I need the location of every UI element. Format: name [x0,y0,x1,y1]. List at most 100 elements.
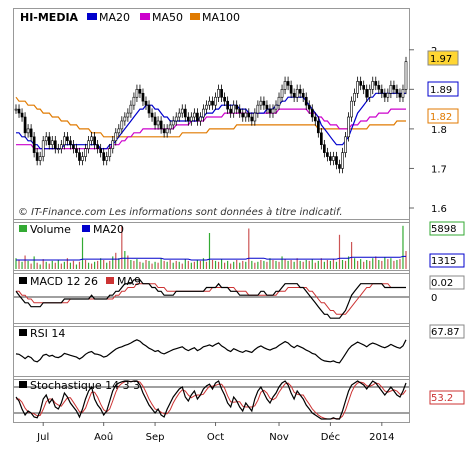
candle-body [193,112,196,118]
candle-body [38,156,42,161]
price-panel-border [13,8,410,220]
ma100-legend-label: MA100 [202,11,240,24]
candle-body [162,128,166,134]
candle-body [371,81,375,90]
candle-body [217,89,220,98]
candle-body [150,112,154,118]
candle-body [362,85,366,90]
candle-body [96,144,99,149]
price-panel: 21.91.81.71.6 HI-MEDIA MA20 MA50 MA100 ©… [13,8,459,220]
candle-body [32,136,36,153]
candle-body [180,108,184,114]
x-tick-label: Sep [146,432,165,443]
candle-body [202,108,205,118]
candle-body [235,104,239,110]
price-grid [409,49,414,209]
candle-body [271,108,275,114]
candle-body [313,116,317,122]
macd-legend-label: MACD 12 26 [30,275,98,288]
macd-signal-legend-label: MA9 [117,275,141,288]
x-tick-label: Oct [207,432,224,443]
stochastic-panel-border [13,379,410,423]
candle-body [153,116,157,126]
ma20-line [16,92,406,150]
candle-body [90,136,93,142]
candle-body [229,108,233,114]
candle-body [183,108,187,118]
candle-body [223,96,226,102]
ma50-path [16,108,406,150]
candle-body [159,120,163,130]
candle-body [398,92,402,98]
candle-body [404,61,408,90]
candle-body [165,128,169,134]
candle-body [44,136,48,142]
candle-body [323,144,326,153]
candle-body [392,85,396,90]
rsi-line [15,339,407,364]
stochastic-legend-label: Stochastique 14 3 3 [30,379,140,392]
candle-body [105,156,109,161]
price-y-tick-label: 1.7 [431,164,447,175]
candle-body [220,89,223,98]
rsi-panel-border [13,326,410,377]
ma20-last-value: 1.89 [430,85,452,96]
candle-body [389,85,393,94]
candle-body [177,112,181,118]
copyright-notice: © IT-Finance.com Les informations sont d… [18,206,343,218]
stochastic-k-line [15,380,407,420]
candle-body [310,108,314,118]
candle-body [35,152,39,161]
stochastic-panel: Stochastique 14 3 3 53.2 [13,379,465,423]
candle-body [144,100,148,106]
macd-last-badge [429,275,465,290]
volume-bottom-badge [429,253,465,268]
rsi-last-badge [429,324,465,339]
ma50-legend-swatch [140,13,150,20]
candle-body [171,120,175,126]
candle-body [59,144,63,149]
candle-body [93,136,96,146]
ma20-path [16,92,406,150]
price-y-tick-label: 1.8 [431,125,447,136]
candle-body [189,116,193,122]
candle-body [319,132,323,146]
volume-top-value: 5898 [431,224,456,235]
ma100-last-badge [427,108,459,124]
volume-panel: Volume MA20 5898 1315 [13,221,465,271]
x-tick-label: Aoû [94,431,113,443]
candle-body [174,116,178,122]
candle-body [99,148,103,153]
candle-body [329,156,332,161]
candle-body [274,104,278,110]
candle-body [78,152,81,161]
candle-body [344,136,347,153]
ma20-legend-swatch [87,13,97,20]
volume-legend-swatch [19,225,27,232]
price-y-ticks: 21.91.81.71.6 [431,46,447,215]
candle-body [208,100,211,106]
candle-body [17,108,21,114]
candle-body [244,112,248,118]
candle-body [241,112,245,118]
candle-body [199,116,202,122]
candle-body [286,81,290,86]
candle-body [168,124,172,130]
rsi-legend-swatch [19,329,27,336]
ma100-legend-swatch [190,13,200,20]
x-axis: Jul Aoû Sep Oct Nov Déc 2014 [36,422,395,443]
candle-body [50,140,54,146]
x-tick-label: 2014 [369,432,394,443]
price-candles [14,56,408,174]
candle-body [14,108,18,111]
candle-body [380,89,384,94]
candle-body [186,116,190,122]
price-last-badge [427,50,459,66]
candle-body [338,164,341,169]
candle-body [262,100,266,106]
candle-body [332,156,335,161]
candle-body [20,112,24,118]
candle-body [69,140,72,146]
ma50-legend-label: MA50 [152,11,183,24]
candle-body [211,100,214,106]
